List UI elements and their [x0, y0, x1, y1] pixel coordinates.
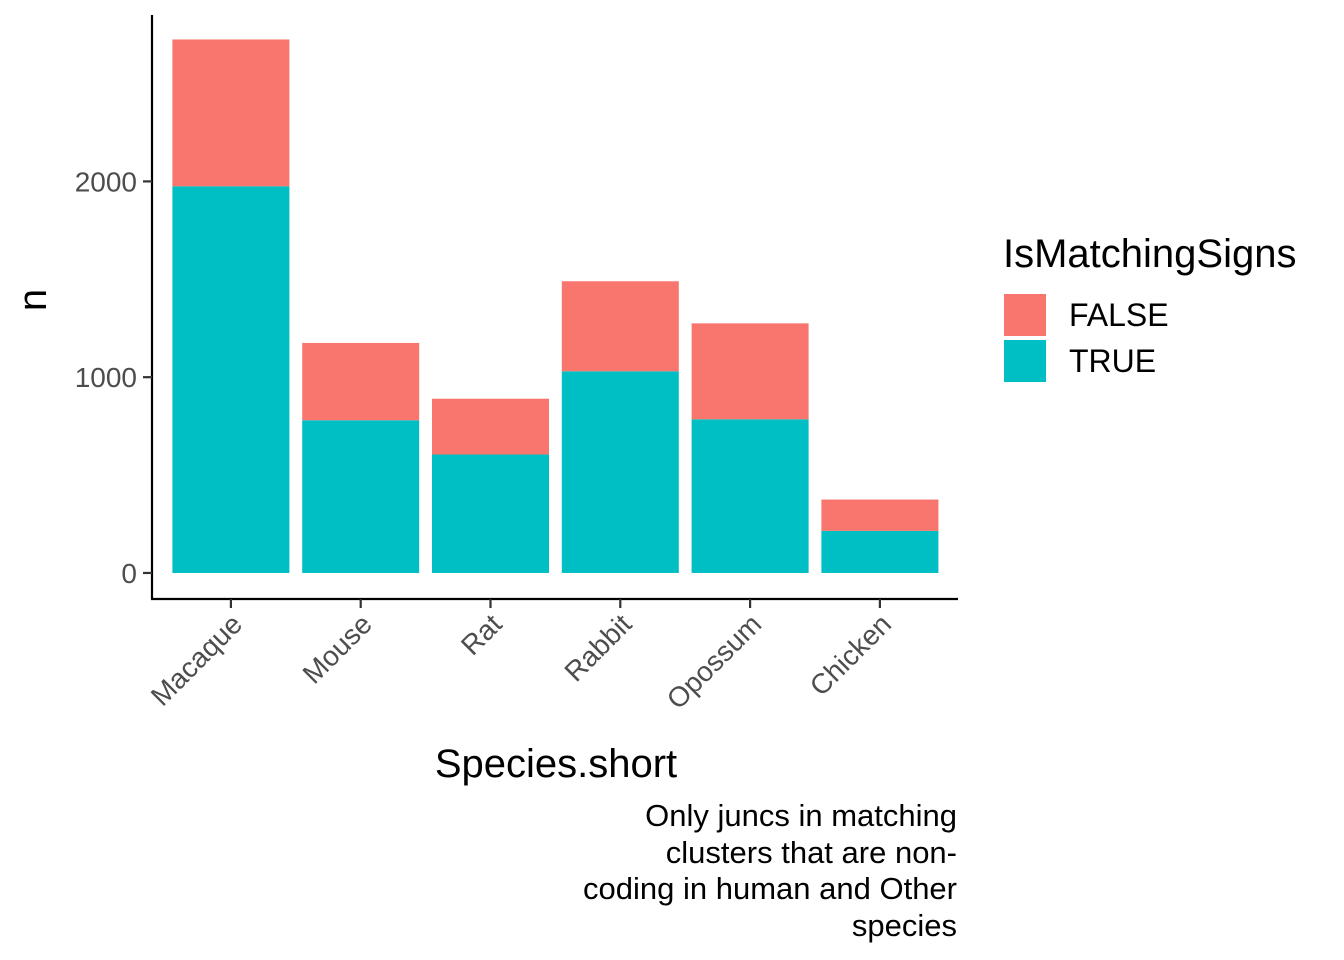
- x-tick-label: Rabbit: [558, 608, 637, 687]
- x-ticks-layer: Macaque Mouse Rat Rabbit Opossum Chicken: [145, 599, 897, 715]
- caption-line: species: [851, 907, 957, 943]
- x-tick-label: Mouse: [297, 608, 378, 689]
- bar-true-chicken: [821, 530, 939, 573]
- bar-true-rabbit: [561, 371, 679, 573]
- bar-true-macaque: [172, 186, 290, 573]
- legend-label-false: FALSE: [1069, 297, 1169, 333]
- legend: IsMatchingSigns FALSE TRUE: [1003, 232, 1296, 382]
- caption-line: clusters that are non-: [665, 834, 957, 870]
- y-tick-label: 2000: [75, 166, 137, 197]
- bar-false-rat: [432, 398, 549, 455]
- bar-false-mouse: [302, 342, 420, 421]
- legend-label-true: TRUE: [1069, 343, 1156, 379]
- y-ticks-layer: 0 1000 2000: [75, 166, 152, 589]
- bar-false-macaque: [172, 39, 290, 187]
- legend-title: IsMatchingSigns: [1003, 232, 1296, 276]
- plot-caption: Only juncs in matching clusters that are…: [497, 798, 957, 944]
- bar-false-rabbit: [561, 281, 679, 372]
- legend-key-false: [1004, 294, 1046, 336]
- y-tick-label: 0: [121, 558, 137, 589]
- caption-line: coding in human and Other: [583, 871, 957, 906]
- caption-line: Only juncs in matching: [645, 798, 957, 833]
- x-tick-label: Rat: [455, 608, 508, 661]
- y-axis-title: n: [11, 289, 55, 311]
- legend-key-true: [1004, 340, 1046, 382]
- bar-true-opossum: [691, 419, 809, 573]
- x-tick-label: Macaque: [145, 608, 248, 711]
- bars-layer: [172, 39, 939, 573]
- x-tick-label: Opossum: [661, 608, 768, 715]
- bar-false-opossum: [691, 323, 809, 420]
- x-axis-title: Species.short: [435, 742, 677, 786]
- x-tick-label: Chicken: [804, 608, 897, 701]
- y-tick-label: 1000: [75, 362, 137, 393]
- axes-layer: [150, 15, 958, 601]
- bar-true-mouse: [302, 420, 420, 573]
- bar-true-rat: [432, 454, 549, 573]
- bar-false-chicken: [821, 499, 939, 531]
